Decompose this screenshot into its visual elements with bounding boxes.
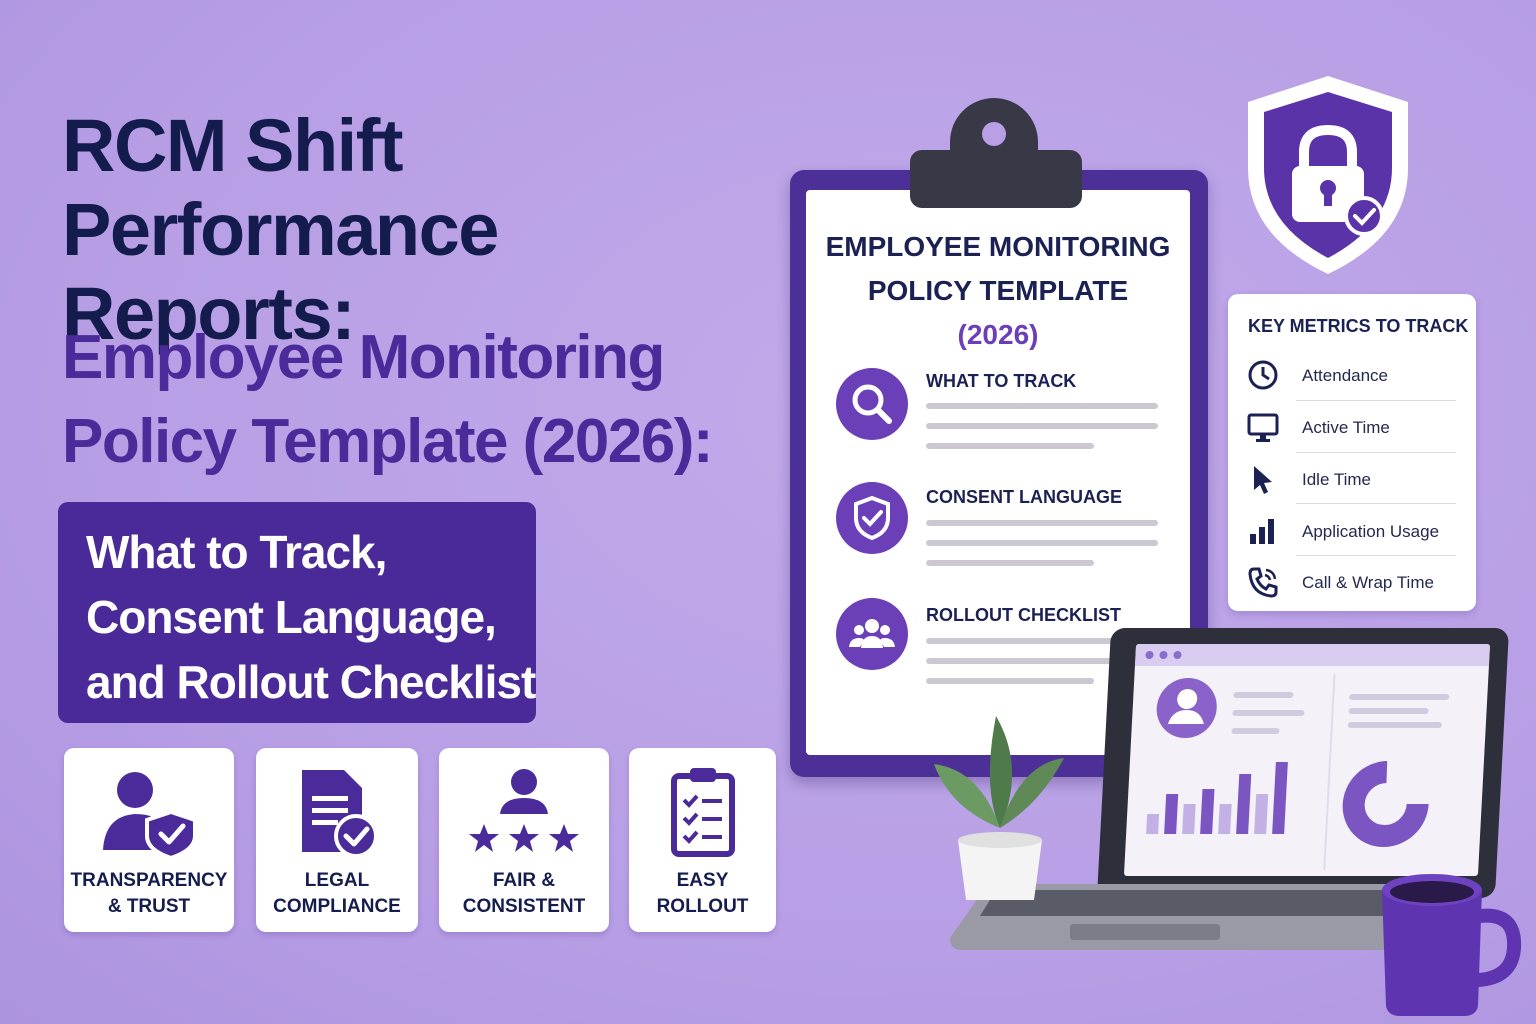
text-line xyxy=(926,520,1158,526)
metric-label: Attendance xyxy=(1302,366,1389,385)
feature-label-1a: TRANSPARENCY xyxy=(70,870,228,891)
clipboard-title-line-2: POLICY TEMPLATE xyxy=(867,275,1129,306)
feature-label-4b: ROLLOUT xyxy=(656,896,749,917)
clock-icon xyxy=(1248,360,1278,390)
metric-idle-time: Idle Time xyxy=(1246,462,1456,514)
clipboard-clip-hole xyxy=(982,122,1006,146)
feature-label-2b: COMPLIANCE xyxy=(273,896,401,917)
section-title-rollout-checklist: ROLLOUT CHECKLIST xyxy=(926,605,1121,625)
shield-lock-icon xyxy=(1248,76,1408,274)
laptop-display xyxy=(1123,644,1491,876)
metric-label: Active Time xyxy=(1302,418,1390,437)
headline-line-1: RCM Shift xyxy=(62,104,404,187)
text-line xyxy=(926,560,1094,566)
team-icon xyxy=(836,598,908,670)
coffee-mug-icon xyxy=(1382,874,1522,1016)
subtitle-line-1: What to Track, xyxy=(86,526,387,578)
subtitle-box: What to Track, Consent Language, and Rol… xyxy=(58,502,536,723)
section-title-what-to-track: WHAT TO TRACK xyxy=(926,371,1077,391)
feature-card-rollout: EASY ROLLOUT xyxy=(629,748,776,932)
metric-label: Application Usage xyxy=(1302,522,1440,541)
clipboard-title: EMPLOYEE MONITORING POLICY TEMPLATE (202… xyxy=(806,225,1190,357)
bar-chart-icon xyxy=(1250,519,1274,544)
metric-application-usage: Application Usage xyxy=(1246,514,1456,566)
text-line xyxy=(926,638,1158,644)
feature-card-fair: FAIR & CONSISTENT xyxy=(439,748,609,932)
text-line xyxy=(926,678,1094,684)
clipboard-year: (2026) xyxy=(957,319,1039,350)
feature-card-transparency: TRANSPARENCY & TRUST xyxy=(64,748,234,932)
feature-label-3b: CONSISTENT xyxy=(462,896,586,917)
magnifier-icon xyxy=(836,368,908,440)
feature-card-legal: LEGAL COMPLIANCE xyxy=(256,748,418,932)
phone-icon xyxy=(1248,567,1278,598)
clipboard-clip xyxy=(910,150,1082,208)
subtitle-line-3: and Rollout Checklist xyxy=(86,656,536,708)
metric-divider xyxy=(1296,555,1456,556)
shield-check-icon xyxy=(836,482,908,554)
clipboard-checklist-icon xyxy=(670,768,735,857)
headline-line-2: Performance Reports: xyxy=(62,188,499,355)
text-line xyxy=(926,423,1158,429)
metric-label: Call & Wrap Time xyxy=(1302,573,1434,592)
text-line xyxy=(926,540,1158,546)
metric-divider xyxy=(1296,400,1456,401)
document-check-icon xyxy=(302,770,378,858)
potted-plant-icon xyxy=(934,716,1064,900)
section-title-consent-language: CONSENT LANGUAGE xyxy=(926,487,1123,507)
metric-label: Idle Time xyxy=(1302,470,1371,489)
feature-label-3a: FAIR & xyxy=(492,870,556,891)
key-metrics-title: KEY METRICS TO TRACK xyxy=(1248,316,1469,336)
feature-label-2a: LEGAL xyxy=(304,870,370,891)
metric-active-time: Active Time xyxy=(1246,410,1456,462)
dashboard-illustration xyxy=(1134,644,1491,870)
metric-divider xyxy=(1296,503,1456,504)
laptop-keyboard-base xyxy=(950,884,1428,950)
text-line xyxy=(926,658,1158,664)
metric-call-wrap-time: Call & Wrap Time xyxy=(1246,565,1456,617)
subtitle-line-2: Consent Language, xyxy=(86,591,497,643)
text-line xyxy=(926,403,1158,409)
headline-line-4: Policy Template (2026): xyxy=(62,407,714,476)
clipboard-title-line-1: EMPLOYEE MONITORING xyxy=(825,231,1171,262)
feature-label-1b: & TRUST xyxy=(107,896,191,917)
cursor-icon xyxy=(1254,466,1272,494)
person-stars-icon xyxy=(469,769,579,852)
person-shield-icon xyxy=(103,772,197,856)
metric-divider xyxy=(1296,452,1456,453)
monitor-icon xyxy=(1247,413,1279,442)
text-line xyxy=(926,443,1094,449)
headline-line-3: Employee Monitoring xyxy=(62,323,665,392)
metric-attendance: Attendance xyxy=(1246,358,1456,410)
feature-label-4a: EASY xyxy=(676,870,729,891)
